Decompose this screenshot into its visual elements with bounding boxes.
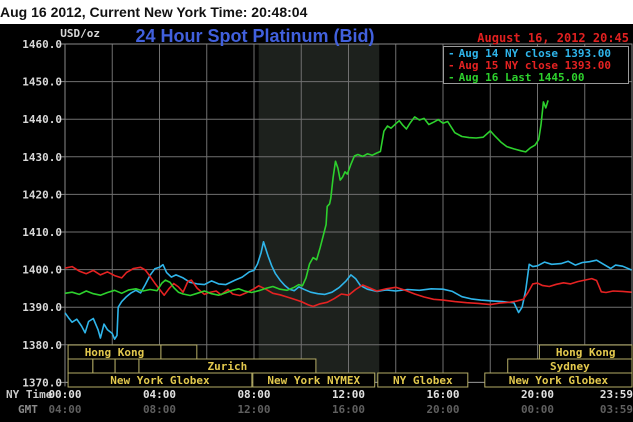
page-header: Aug 16 2012, Current New York Time: 20:4… [0,0,633,24]
session-box [114,358,140,374]
x-axis-label-gmt: 08:00 [143,403,176,416]
session-label: NY Globex [393,374,453,387]
legend-entry: - Aug 15 NY close 1393.00 [448,60,628,72]
legend-entry: - Aug 14 NY close 1393.00 [448,48,628,60]
session-box [377,372,469,388]
x-axis-label-gmt: 04:00 [48,403,81,416]
session-label: Hong Kong [85,346,145,359]
legend-dash-icon: - [448,47,455,60]
x-axis-label-ny: 20:00 [521,388,554,401]
x-axis-label-ny: 00:00 [48,388,81,401]
legend-box: - Aug 14 NY close 1393.00- Aug 15 NY close… [443,46,629,84]
chart-timestamp: August 16, 2012 20:45 [477,31,629,45]
x-axis-label-gmt: 16:00 [332,403,365,416]
x-axis-label-ny: 16:00 [426,388,459,401]
y-axis-label: 1430.0 [22,151,62,164]
nymex-session-shading [258,44,380,383]
legend-dash-icon: - [448,59,455,72]
x-axis-label-ny: 12:00 [332,388,365,401]
y-axis-label: 1370.0 [22,376,62,389]
session-label: New York NYMEX [267,374,360,387]
x-axis-label-gmt: 20:00 [426,403,459,416]
session-label: New York Globex [110,374,210,387]
x-axis-label-ny: 04:00 [143,388,176,401]
legend-label: Aug 14 NY close 1393.00 [458,47,611,60]
chart-panel: Hong Kong Hong Kong Zurich Sydney New York G… [0,24,633,422]
session-box [160,344,198,360]
series-line [64,265,632,308]
gridlines [65,43,632,383]
y-axis-label: 1380.0 [22,339,62,352]
legend-label: Aug 15 NY close 1393.00 [458,59,611,72]
y-axis-label: 1410.0 [22,226,62,239]
y-axis-label: 1450.0 [22,76,62,89]
y-axis-label: 1390.0 [22,301,62,314]
session-label: Hong Kong [556,346,616,359]
series-line [64,100,549,297]
y-axis-label: 1460.0 [22,38,62,51]
unit-label: USD/oz [60,27,100,40]
session-box [484,372,633,388]
chart-title: 24 Hour Spot Platinum (Bid) [135,26,375,46]
series-line [64,241,632,341]
legend-dash-icon: - [448,71,455,84]
legend-entry: - Aug 16 Last 1445.00 [448,72,628,84]
gmt-caption: GMT [18,403,38,416]
session-label: Zurich [208,360,248,373]
legend-label: Aug 16 Last 1445.00 [458,71,585,84]
x-axis-label-gmt: 12:00 [237,403,270,416]
y-axis-label: 1420.0 [22,188,62,201]
session-box [92,358,116,374]
session-box [67,372,253,388]
session-label: New York Globex [509,374,609,387]
session-label: Sydney [550,360,590,373]
session-box [67,358,94,374]
y-axis-label: 1440.0 [22,113,62,126]
x-axis-label-gmt: 00:00 [521,403,554,416]
x-axis-label-ny: 23:59 [600,388,633,401]
page-header-title: Aug 16 2012, Current New York Time: 20:4… [0,4,308,20]
y-axis-label: 1400.0 [22,264,62,277]
x-axis-label-ny: 08:00 [237,388,270,401]
session-box [252,372,376,388]
x-axis-label-gmt: 03:59 [600,403,633,416]
ny-time-caption: NY Time [6,388,53,401]
